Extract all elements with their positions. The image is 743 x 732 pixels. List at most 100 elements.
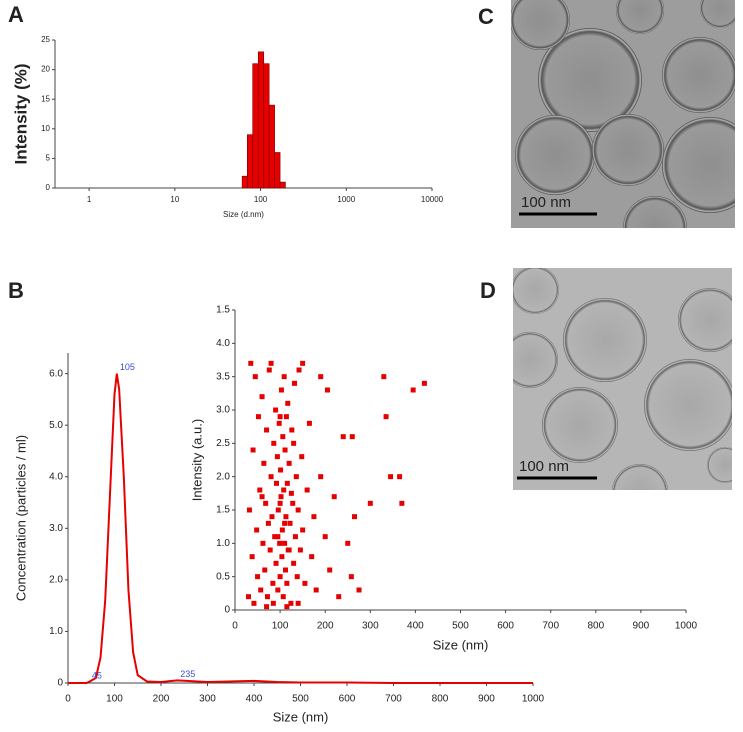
- bar: [252, 63, 259, 189]
- point: [275, 507, 281, 513]
- x-tick-label: 100: [254, 195, 268, 204]
- point: [340, 434, 346, 440]
- point: [280, 434, 286, 440]
- x-tick-label: 1000: [337, 195, 355, 204]
- point: [288, 490, 294, 496]
- point: [278, 467, 284, 473]
- point: [255, 574, 261, 580]
- point: [259, 394, 265, 400]
- point: [246, 507, 252, 513]
- point: [259, 494, 265, 500]
- point: [288, 600, 294, 606]
- y-tick-label: 1.0: [216, 538, 230, 549]
- point: [296, 367, 302, 373]
- x-tick-label: 400: [246, 694, 263, 705]
- point: [313, 587, 319, 593]
- y-tick-label: 0: [57, 678, 63, 689]
- bar: [263, 63, 270, 189]
- point: [284, 580, 290, 586]
- point: [289, 427, 295, 433]
- point: [277, 500, 283, 506]
- point: [249, 554, 255, 560]
- bar: [241, 175, 248, 189]
- y-tick-label: 1.5: [216, 305, 230, 316]
- point: [263, 500, 269, 506]
- point: [283, 567, 289, 573]
- point: [290, 500, 296, 506]
- point: [281, 487, 287, 493]
- point: [345, 540, 351, 546]
- point: [271, 440, 277, 446]
- point: [322, 534, 328, 540]
- point: [262, 567, 268, 573]
- x-tick-label: 100: [106, 694, 123, 705]
- point: [265, 520, 271, 526]
- point: [276, 420, 282, 426]
- y-tick-label: 2.5: [216, 438, 230, 449]
- point: [280, 594, 286, 600]
- panel-label: B: [8, 278, 24, 303]
- scale-bar-label: 100 nm: [521, 194, 571, 211]
- point: [336, 594, 342, 600]
- annotation: 45: [92, 670, 102, 680]
- y-tick-label: 20: [41, 65, 50, 74]
- point: [302, 580, 308, 586]
- point: [267, 547, 273, 553]
- point: [268, 474, 274, 480]
- point: [410, 387, 416, 393]
- panel-label: A: [8, 2, 24, 27]
- point: [264, 604, 270, 610]
- x-tick-label: 900: [633, 621, 650, 632]
- x-tick-label: 500: [452, 621, 469, 632]
- micrograph-c: [511, 0, 735, 228]
- point: [331, 494, 337, 500]
- point: [291, 560, 297, 566]
- point: [270, 600, 276, 606]
- point: [282, 520, 288, 526]
- y-tick-label: 4.0: [49, 471, 63, 482]
- point: [250, 447, 256, 453]
- y-tick-label: 0: [46, 183, 51, 192]
- point: [381, 374, 387, 380]
- point: [275, 534, 281, 540]
- point: [254, 527, 260, 533]
- x-tick-label: 600: [339, 694, 356, 705]
- y-tick-label: 2.0: [216, 471, 230, 482]
- y-tick-label: 3.0: [49, 523, 63, 534]
- x-tick-label: 200: [153, 694, 170, 705]
- point: [399, 500, 405, 506]
- point: [300, 527, 306, 533]
- point: [306, 420, 312, 426]
- x-tick-label: 600: [497, 621, 514, 632]
- point: [258, 587, 264, 593]
- point: [297, 547, 303, 553]
- x-tick-label: 0: [232, 621, 238, 632]
- y-tick-label: 4.0: [216, 338, 230, 349]
- annotation: 105: [120, 362, 135, 372]
- point: [278, 387, 284, 393]
- scale-bar-label: 100 nm: [519, 458, 569, 475]
- x-tick-label: 900: [478, 694, 495, 705]
- point: [272, 534, 278, 540]
- point: [327, 567, 333, 573]
- point: [275, 587, 281, 593]
- y-tick-label: 3.0: [216, 405, 230, 416]
- point: [285, 400, 291, 406]
- point: [309, 554, 315, 560]
- x-tick-label: 400: [407, 621, 424, 632]
- y-tick-label: 2.0: [49, 575, 63, 586]
- point: [273, 480, 279, 486]
- point: [293, 474, 299, 480]
- x-axis-label: Size (nm): [433, 637, 489, 652]
- x-tick-label: 200: [317, 621, 334, 632]
- point: [348, 574, 354, 580]
- point: [277, 414, 283, 420]
- point: [274, 454, 280, 460]
- point: [264, 427, 270, 433]
- bar: [257, 51, 265, 189]
- x-tick-label: 1000: [522, 694, 545, 705]
- x-tick-label: 300: [199, 694, 216, 705]
- x-tick-label: 800: [432, 694, 449, 705]
- y-tick-label: 6.0: [49, 368, 63, 379]
- point: [421, 380, 427, 386]
